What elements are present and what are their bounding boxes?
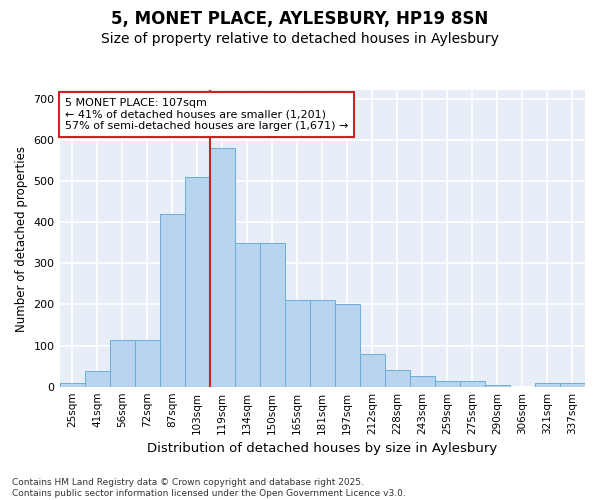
Bar: [460, 380, 485, 386]
Bar: [310, 300, 335, 386]
Bar: [85, 371, 110, 386]
Bar: [160, 214, 185, 386]
Bar: [435, 380, 460, 386]
Y-axis label: Number of detached properties: Number of detached properties: [15, 146, 28, 332]
Bar: [535, 384, 560, 386]
Bar: [560, 384, 585, 386]
Bar: [209, 148, 235, 386]
Bar: [385, 370, 410, 386]
Text: Size of property relative to detached houses in Aylesbury: Size of property relative to detached ho…: [101, 32, 499, 46]
Text: 5, MONET PLACE, AYLESBURY, HP19 8SN: 5, MONET PLACE, AYLESBURY, HP19 8SN: [112, 10, 488, 28]
Text: Contains HM Land Registry data © Crown copyright and database right 2025.
Contai: Contains HM Land Registry data © Crown c…: [12, 478, 406, 498]
X-axis label: Distribution of detached houses by size in Aylesbury: Distribution of detached houses by size …: [147, 442, 497, 455]
Text: 5 MONET PLACE: 107sqm
← 41% of detached houses are smaller (1,201)
57% of semi-d: 5 MONET PLACE: 107sqm ← 41% of detached …: [65, 98, 348, 131]
Bar: [260, 242, 285, 386]
Bar: [235, 242, 260, 386]
Bar: [110, 340, 134, 386]
Bar: [285, 300, 310, 386]
Bar: [410, 376, 435, 386]
Bar: [360, 354, 385, 386]
Bar: [59, 384, 85, 386]
Bar: [185, 177, 209, 386]
Bar: [134, 340, 160, 386]
Bar: [335, 304, 360, 386]
